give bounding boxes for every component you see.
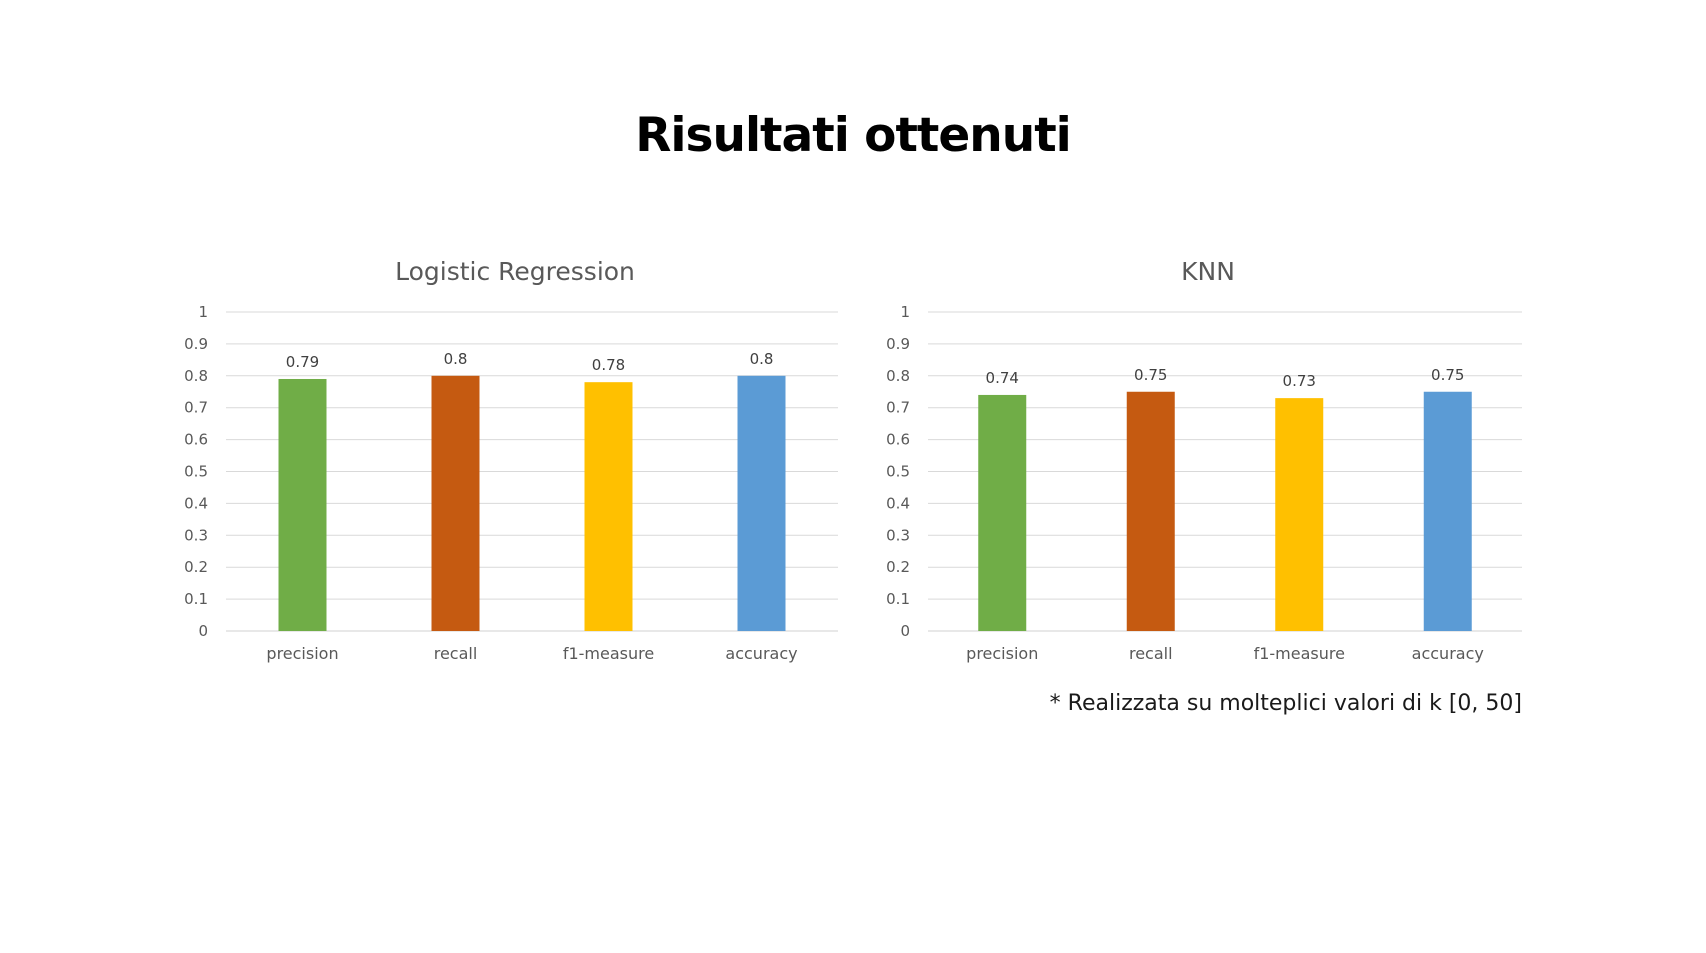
y-tick-label: 0.4 (886, 494, 910, 512)
y-tick-label: 0.3 (886, 526, 910, 544)
y-tick-label: 0.9 (184, 335, 208, 353)
bar-f1-measure (584, 382, 633, 631)
chart-0: Logistic Regression 0 0.1 0.2 0.3 0.4 0.5 0.6 0.… (184, 257, 838, 663)
bar-recall (1126, 391, 1175, 631)
x-category-label: precision (966, 644, 1038, 663)
data-label: 0.8 (444, 350, 468, 368)
bar-recall (431, 375, 480, 631)
bar-accuracy (1423, 391, 1472, 631)
y-tick-label: 0.1 (886, 590, 910, 608)
data-label: 0.74 (986, 369, 1019, 387)
bar-f1-measure (1275, 398, 1324, 631)
y-tick-label: 0.6 (184, 431, 208, 449)
y-tick-label: 0.5 (886, 463, 910, 481)
y-tick-label: 0 (198, 622, 208, 640)
chart-1: KNN 0 0.1 0.2 0.3 0.4 0.5 0.6 0.7 0.8 0.9 1 0.74 prec… (886, 257, 1522, 663)
data-label: 0.75 (1431, 366, 1464, 384)
y-tick-label: 0.5 (184, 463, 208, 481)
x-category-label: recall (1129, 644, 1173, 663)
y-tick-label: 1 (198, 303, 208, 321)
y-tick-label: 0.8 (886, 367, 910, 385)
x-category-label: f1-measure (1254, 644, 1345, 663)
y-tick-label: 0.7 (184, 399, 208, 417)
footnote: * Realizzata su molteplici valori di k [… (1049, 691, 1522, 716)
x-category-label: precision (266, 644, 338, 663)
y-tick-label: 0.2 (184, 558, 208, 576)
data-label: 0.75 (1134, 366, 1167, 384)
data-label: 0.73 (1283, 372, 1316, 390)
data-label: 0.79 (286, 353, 319, 371)
y-tick-label: 0.7 (886, 399, 910, 417)
chart-title: KNN (1181, 257, 1235, 286)
y-tick-label: 0.8 (184, 367, 208, 385)
bar-accuracy (737, 375, 786, 631)
data-label: 0.78 (592, 356, 625, 374)
y-tick-label: 0.1 (184, 590, 208, 608)
slide-title: Risultati ottenuti (635, 108, 1072, 163)
y-tick-label: 0.4 (184, 494, 208, 512)
bar-precision (978, 394, 1027, 631)
y-tick-label: 0 (900, 622, 910, 640)
y-tick-label: 0.9 (886, 335, 910, 353)
x-category-label: f1-measure (563, 644, 654, 663)
y-tick-label: 0.3 (184, 526, 208, 544)
x-category-label: accuracy (725, 644, 797, 663)
x-category-label: recall (434, 644, 478, 663)
y-tick-label: 0.6 (886, 431, 910, 449)
data-label: 0.8 (750, 350, 774, 368)
bar-precision (278, 378, 327, 631)
y-tick-label: 1 (900, 303, 910, 321)
chart-title: Logistic Regression (395, 257, 635, 286)
y-tick-label: 0.2 (886, 558, 910, 576)
x-category-label: accuracy (1412, 644, 1484, 663)
